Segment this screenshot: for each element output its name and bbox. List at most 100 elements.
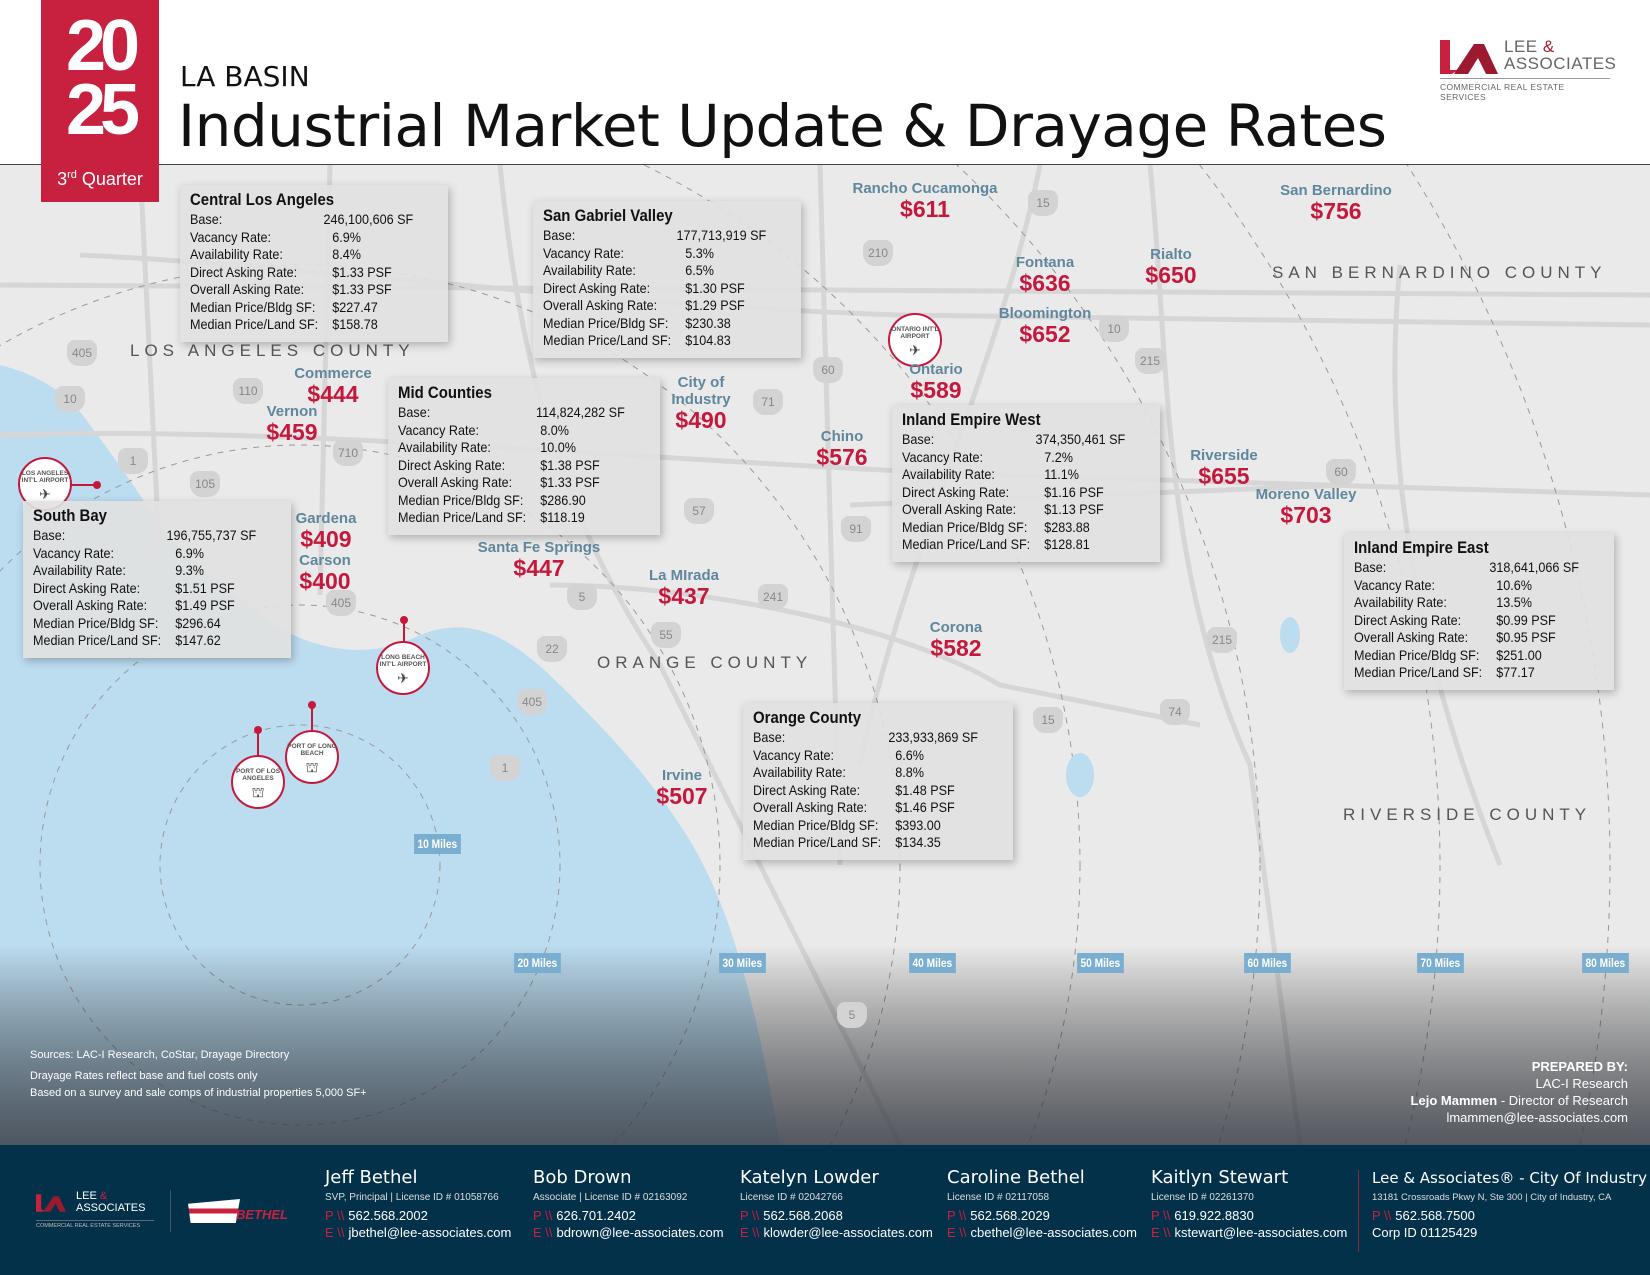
stat-label: Direct Asking Rate: bbox=[33, 579, 141, 596]
city-commerce[interactable]: Commerce $444 bbox=[294, 365, 372, 407]
stat-value: $251.00 bbox=[1496, 646, 1542, 663]
poi-long-beach-airport[interactable]: LONG BEACH INT'L AIRPORT ✈ bbox=[376, 641, 430, 695]
stat-value: $1.33 PSF bbox=[332, 281, 392, 297]
stat-row: Base: 233,933,869 SF bbox=[753, 729, 978, 747]
stat-label: Base: bbox=[543, 227, 576, 243]
contact-phone[interactable]: P \\ 619.922.8830 bbox=[1151, 1208, 1254, 1223]
stat-value: $283.88 bbox=[1044, 518, 1090, 535]
city-ontario[interactable]: Ontario $589 bbox=[909, 361, 963, 403]
market-name: Inland Empire East bbox=[1354, 538, 1489, 557]
city-carson[interactable]: Carson $400 bbox=[299, 552, 351, 594]
stat-row: Direct Asking Rate: $0.99 PSF bbox=[1354, 612, 1579, 630]
stat-label: Median Price/Bldg SF: bbox=[1354, 646, 1480, 663]
contact-phone[interactable]: P \\ 562.568.2068 bbox=[740, 1208, 843, 1223]
stat-label: Median Price/Land SF: bbox=[190, 316, 319, 332]
city-moreno-valley[interactable]: Moreno Valley $703 bbox=[1255, 486, 1357, 528]
stat-label: Vacancy Rate: bbox=[1354, 576, 1436, 593]
office-divider bbox=[1358, 1170, 1359, 1252]
contact-email[interactable]: E \\ cbethel@lee-associates.com bbox=[947, 1225, 1137, 1240]
contact-email[interactable]: E \\ klowder@lee-associates.com bbox=[740, 1225, 933, 1240]
highway-shield: 710 bbox=[333, 440, 363, 466]
stat-value: 6.9% bbox=[332, 228, 361, 245]
stat-value: $134.35 bbox=[895, 834, 941, 850]
poi-connector bbox=[403, 623, 405, 643]
stat-label: Availability Rate: bbox=[902, 466, 995, 482]
contact-name: Caroline Bethel bbox=[947, 1167, 1085, 1188]
contact-phone[interactable]: P \\ 562.568.2002 bbox=[325, 1208, 428, 1223]
poi-port-long-beach[interactable]: PORT OF LONG BEACH ⛫ bbox=[285, 730, 339, 784]
stat-label: Base: bbox=[190, 211, 223, 227]
city-city-of-industry[interactable]: City of Industry $490 bbox=[671, 374, 731, 433]
city-corona[interactable]: Corona $582 bbox=[929, 619, 983, 661]
highway-shield: 71 bbox=[753, 389, 783, 415]
stat-label: Direct Asking Rate: bbox=[753, 781, 861, 798]
stat-label: Availability Rate: bbox=[1354, 594, 1447, 610]
contact-title: License ID # 02117058 bbox=[947, 1192, 1050, 1203]
highway-shield: 74 bbox=[1160, 699, 1190, 725]
market-box-mid-counties: Mid Counties Base: 114,824,282 SF Vacancy R… bbox=[388, 378, 660, 535]
stat-row: Median Price/Land SF: $158.78 bbox=[190, 316, 413, 334]
stat-row: Base: 318,641,066 SF bbox=[1354, 559, 1579, 577]
city-riverside[interactable]: Riverside $655 bbox=[1190, 447, 1258, 489]
contact-email[interactable]: E \\ bdrown@lee-associates.com bbox=[533, 1225, 724, 1240]
stat-row: Direct Asking Rate: $1.48 PSF bbox=[753, 782, 978, 800]
stat-row: Overall Asking Rate: $1.33 PSF bbox=[190, 281, 413, 299]
airplane-icon: ✈ bbox=[39, 486, 51, 502]
stat-label: Median Price/Bldg SF: bbox=[543, 314, 669, 331]
city-la-mirada[interactable]: La MIrada $437 bbox=[648, 567, 720, 609]
contact-email[interactable]: E \\ kstewart@lee-associates.com bbox=[1151, 1225, 1348, 1240]
contact-title: Associate | License ID # 02163092 bbox=[533, 1192, 688, 1203]
stat-value: 6.9% bbox=[175, 544, 204, 561]
stat-row: Median Price/Bldg SF: $286.90 bbox=[398, 492, 625, 510]
stat-label: Base: bbox=[1354, 559, 1387, 575]
city-san-bernardino[interactable]: San Bernardino $756 bbox=[1280, 182, 1392, 224]
highway-shield: 241 bbox=[758, 584, 788, 610]
stat-label: Overall Asking Rate: bbox=[543, 297, 658, 313]
map-area[interactable]: LOS ANGELES COUNTY SAN BERNARDINO COUNTY… bbox=[0, 165, 1650, 1145]
prepared-email[interactable]: lmammen@lee-associates.com bbox=[1446, 1110, 1628, 1125]
distance-ring-label: 10 Miles bbox=[414, 834, 461, 854]
stat-label: Vacancy Rate: bbox=[398, 421, 480, 438]
market-name: Mid Counties bbox=[398, 383, 492, 402]
sources-text: Sources: LAC-I Research, CoStar, Drayage… bbox=[30, 1049, 290, 1061]
stat-row: Direct Asking Rate: $1.38 PSF bbox=[398, 457, 625, 475]
stat-value: $0.95 PSF bbox=[1496, 629, 1556, 645]
market-box-san-gabriel-valley: San Gabriel Valley Base: 177,713,919 SF Vac… bbox=[533, 201, 801, 358]
prepared-by: PREPARED BY: LAC-I Research Lejo Mammen … bbox=[1411, 1058, 1628, 1126]
stat-value: $1.30 PSF bbox=[685, 279, 745, 296]
stat-row: Overall Asking Rate: $1.49 PSF bbox=[33, 597, 256, 615]
poi-ontario-airport[interactable]: ONTARIO INT'L AIRPORT ✈ bbox=[888, 313, 942, 367]
stat-value: $1.49 PSF bbox=[175, 597, 235, 613]
stat-value: $104.83 bbox=[685, 332, 731, 348]
city-bloomington[interactable]: Bloomington $652 bbox=[998, 305, 1092, 347]
stat-row: Availability Rate: 8.8% bbox=[753, 764, 978, 782]
highway-shield: 10 bbox=[1099, 316, 1129, 342]
market-name: Orange County bbox=[753, 708, 862, 727]
stat-row: Overall Asking Rate: $1.46 PSF bbox=[753, 799, 978, 817]
office-phone[interactable]: P \\ 562.568.7500 bbox=[1372, 1208, 1475, 1223]
highway-shield: 215 bbox=[1135, 348, 1165, 374]
city-rancho-cucamonga[interactable]: Rancho Cucamonga $611 bbox=[852, 180, 998, 222]
city-irvine[interactable]: Irvine $507 bbox=[656, 767, 708, 809]
lee-logo-mark-icon bbox=[1440, 40, 1498, 74]
city-rialto[interactable]: Rialto $650 bbox=[1145, 246, 1197, 288]
stat-value: $158.78 bbox=[332, 316, 378, 332]
distance-ring-label: 70 Miles bbox=[1417, 953, 1464, 973]
poi-connector bbox=[257, 733, 259, 757]
contact-phone[interactable]: P \\ 626.701.2402 bbox=[533, 1208, 636, 1223]
contact-email[interactable]: E \\ jbethel@lee-associates.com bbox=[325, 1225, 512, 1240]
stat-value: $1.48 PSF bbox=[895, 781, 955, 798]
stat-label: Overall Asking Rate: bbox=[753, 799, 868, 815]
city-santa-fe-springs[interactable]: Santa Fe Springs $447 bbox=[477, 539, 601, 581]
year-badge: 20 25 3rd Quarter bbox=[41, 0, 159, 202]
city-fontana[interactable]: Fontana $636 bbox=[1015, 254, 1075, 296]
stat-value: 196,755,737 SF bbox=[166, 527, 257, 543]
city-chino[interactable]: Chino $576 bbox=[816, 428, 868, 470]
market-box-orange-county: Orange County Base: 233,933,869 SF Vacancy … bbox=[743, 703, 1013, 860]
contact-phone[interactable]: P \\ 562.568.2029 bbox=[947, 1208, 1050, 1223]
footer: LEE & ASSOCIATES COMMERCIAL REAL ESTATE S… bbox=[0, 1145, 1650, 1275]
city-vernon[interactable]: Vernon $459 bbox=[266, 403, 318, 445]
poi-port-los-angeles[interactable]: PORT OF LOS ANGELES ⛫ bbox=[231, 755, 285, 809]
city-gardena[interactable]: Gardena $409 bbox=[295, 510, 357, 552]
distance-ring-label: 20 Miles bbox=[514, 953, 561, 973]
